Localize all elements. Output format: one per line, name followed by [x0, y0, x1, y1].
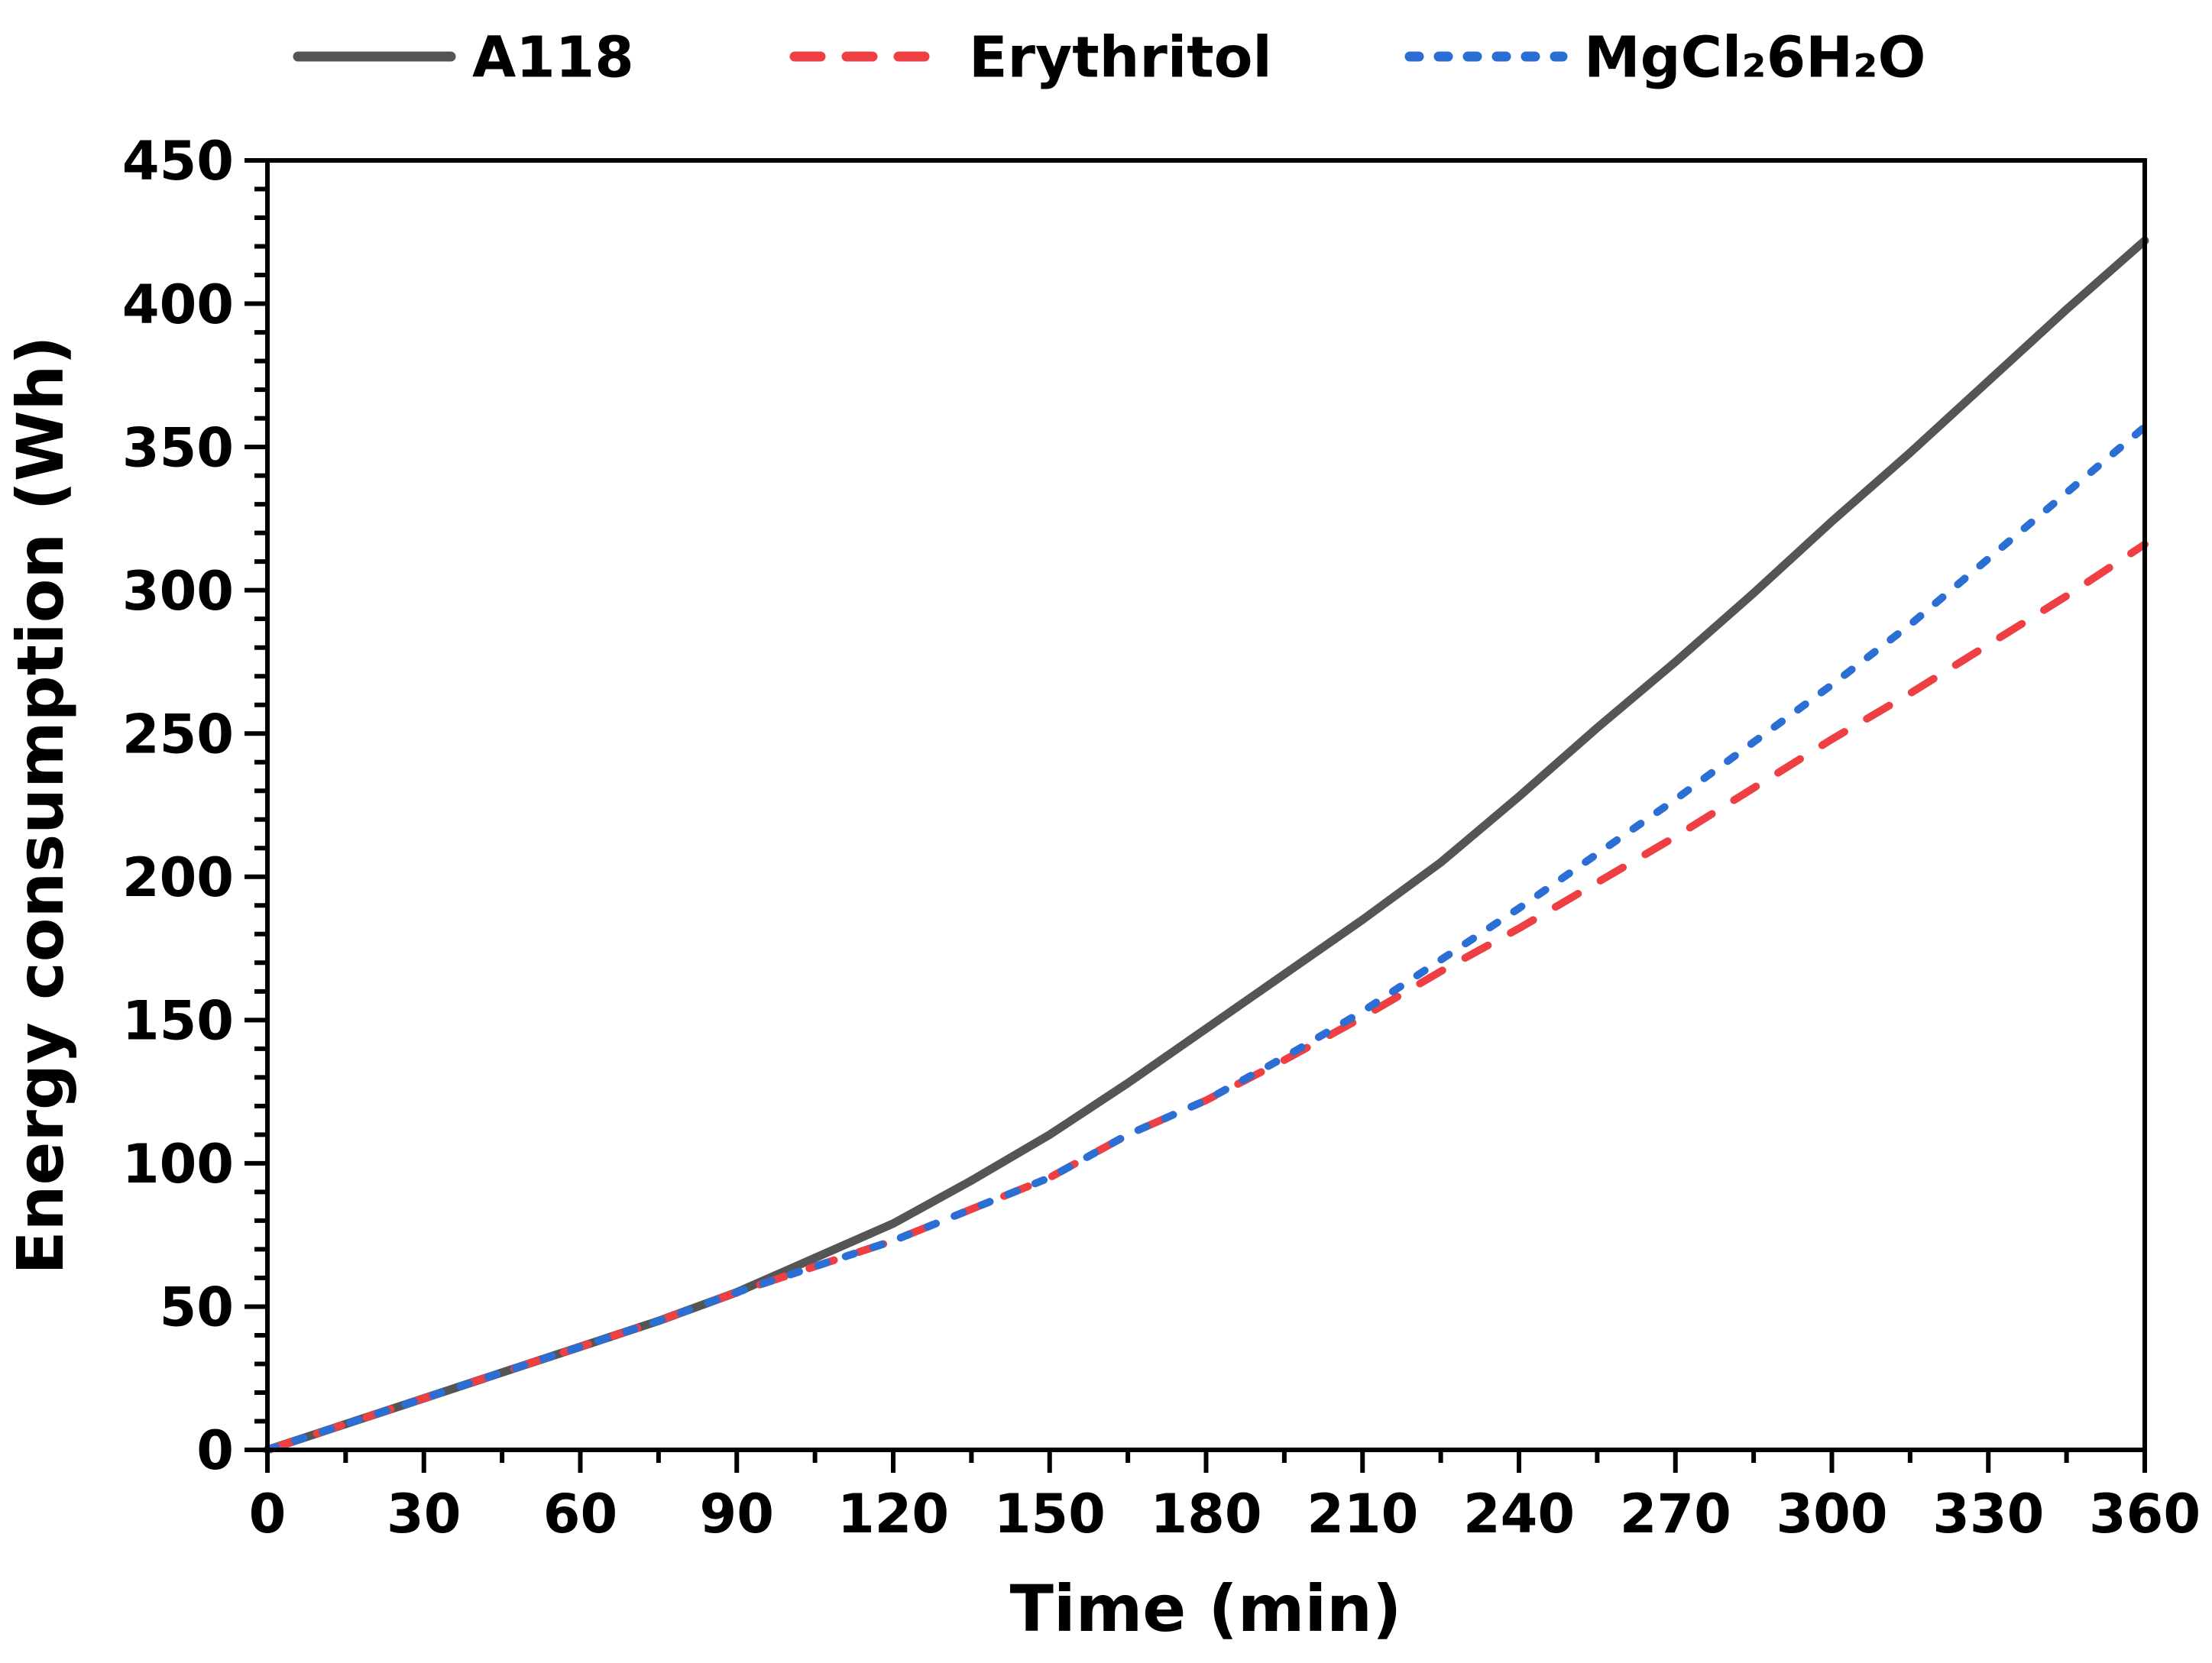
axis-ticks — [245, 158, 2147, 1473]
legend-label: Erythritol — [969, 25, 1272, 91]
x-tick-label: 150 — [994, 1483, 1106, 1545]
series-line-MgCl-6H-O — [264, 422, 2149, 1454]
y-tick-label: 350 — [122, 416, 234, 479]
axis-tick-labels: 0 30 60 90 120 150 180 210 240 270 300 330 360 0 50 100… — [122, 130, 2201, 1545]
y-tick-label: 0 — [196, 1419, 234, 1482]
x-tick-label: 240 — [1463, 1483, 1575, 1545]
y-tick-label: 250 — [122, 703, 234, 765]
y-tick-label: 50 — [160, 1276, 234, 1339]
x-tick-label: 270 — [1620, 1483, 1731, 1545]
y-tick-label: 300 — [122, 560, 234, 623]
legend-label: MgCl₂6H₂O — [1584, 25, 1925, 91]
x-tick-label: 210 — [1307, 1483, 1418, 1545]
x-axis-title: Time (min) — [1010, 1571, 1402, 1646]
x-tick-label: 330 — [1932, 1483, 2044, 1545]
legend: A118 Erythritol MgCl₂6H₂O — [293, 25, 1925, 91]
x-tick-label: 0 — [249, 1483, 287, 1545]
x-tick-label: 90 — [700, 1483, 774, 1545]
x-tick-label: 60 — [543, 1483, 617, 1545]
legend-label: A118 — [472, 25, 634, 91]
y-tick-label: 400 — [122, 273, 234, 336]
y-tick-label: 450 — [122, 130, 234, 193]
x-tick-label: 360 — [2089, 1483, 2201, 1545]
y-tick-label: 150 — [122, 990, 234, 1053]
y-tick-label: 200 — [122, 846, 234, 909]
x-tick-label: 180 — [1150, 1483, 1261, 1545]
y-tick-label: 100 — [122, 1133, 234, 1195]
series-group — [263, 236, 2149, 1454]
x-tick-label: 30 — [387, 1483, 461, 1545]
x-tick-label: 120 — [837, 1483, 949, 1545]
x-tick-label: 300 — [1776, 1483, 1887, 1545]
y-axis-title: Energy consumption (Wh) — [3, 335, 78, 1274]
